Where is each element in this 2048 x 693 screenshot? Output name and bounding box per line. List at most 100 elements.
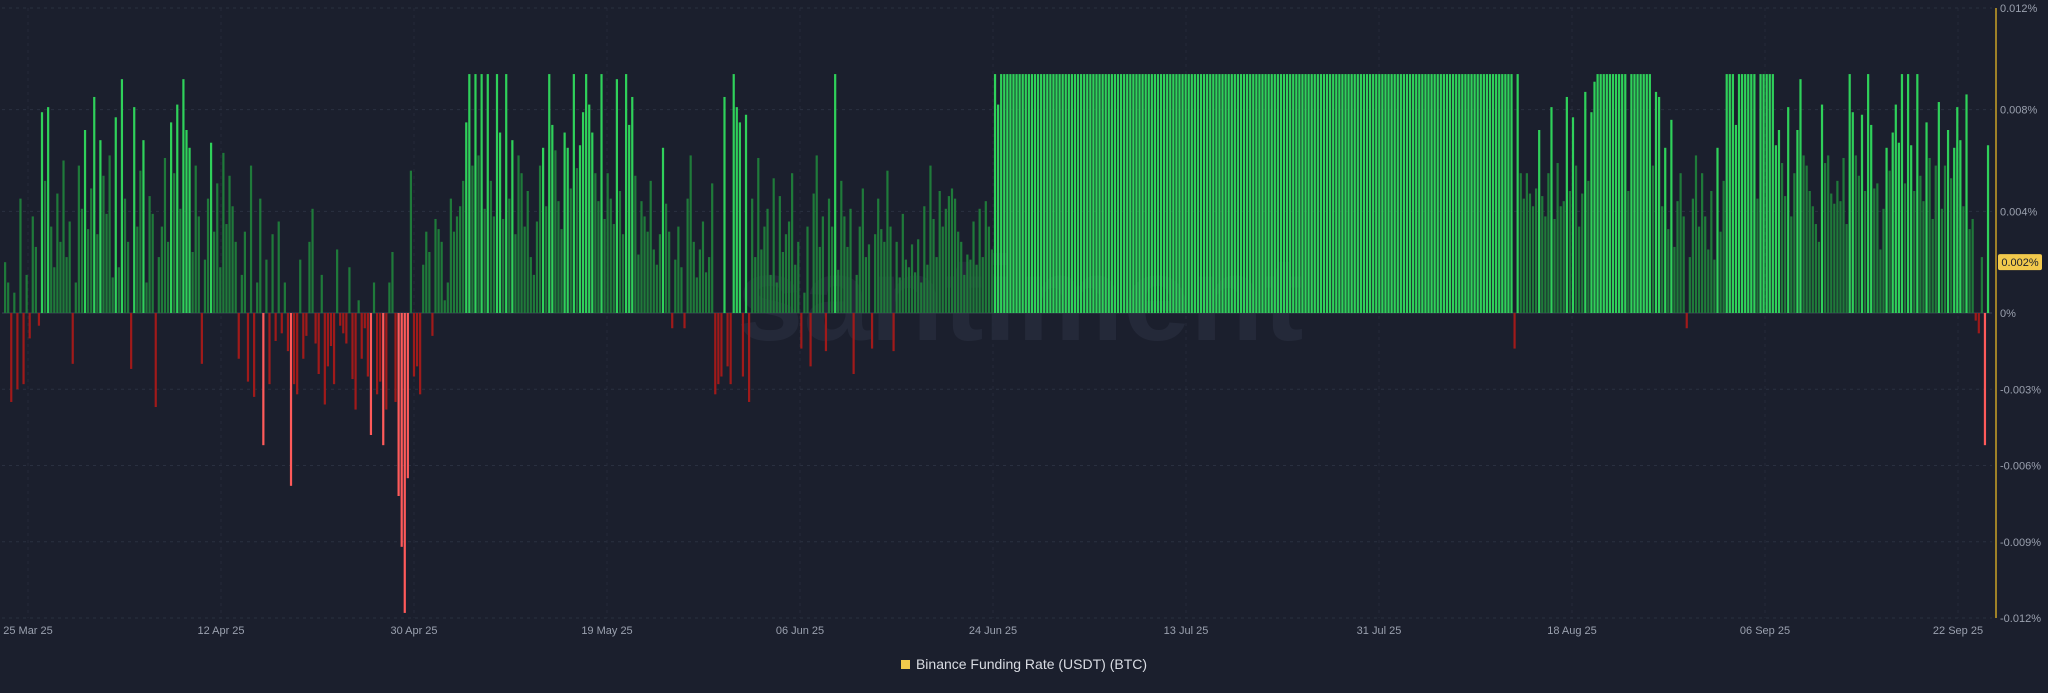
- funding-rate-bar: [1445, 74, 1449, 313]
- funding-rate-bar: [1664, 147, 1667, 313]
- funding-rate-bar: [895, 241, 898, 313]
- funding-rate-bar: [289, 313, 293, 486]
- funding-rate-bar: [1040, 74, 1043, 313]
- funding-rate-bar: [668, 231, 671, 313]
- funding-rate-bar: [892, 313, 895, 352]
- funding-rate-bar: [827, 198, 831, 314]
- funding-rate-bar: [907, 267, 911, 313]
- funding-rate-bar: [1166, 74, 1169, 313]
- funding-rate-bar: [179, 208, 182, 313]
- funding-rate-bar: [1147, 74, 1150, 313]
- funding-rate-bar: [821, 216, 824, 313]
- funding-rate-bar: [997, 104, 1000, 313]
- funding-rate-bar: [1150, 74, 1153, 313]
- funding-rate-bar: [631, 96, 634, 314]
- funding-rate-bar: [803, 292, 806, 313]
- funding-rate-bar: [483, 208, 486, 313]
- funding-rate-bar: [794, 264, 797, 313]
- funding-rate-bar: [1691, 198, 1694, 314]
- funding-rate-bar: [1452, 74, 1455, 313]
- legend[interactable]: Binance Funding Rate (USDT) (BTC): [0, 656, 2048, 672]
- funding-rate-bar: [1753, 74, 1756, 313]
- funding-rate-bar: [1974, 313, 1977, 321]
- funding-rate-bar: [1190, 74, 1193, 313]
- funding-rate-bar: [428, 252, 431, 313]
- funding-rate-bar: [1153, 74, 1156, 313]
- funding-rate-bar: [1464, 74, 1467, 313]
- funding-rate-bar: [1682, 216, 1685, 313]
- funding-rate-bar: [1842, 157, 1845, 313]
- funding-rate-bar: [203, 259, 207, 314]
- funding-rate-bar: [1535, 188, 1538, 313]
- funding-rate-bar: [837, 269, 840, 313]
- funding-rate-bar: [769, 274, 772, 314]
- funding-rate-bar: [1707, 249, 1710, 313]
- funding-rate-bar: [498, 132, 502, 313]
- funding-rate-bar: [1030, 74, 1034, 313]
- funding-rate-bar: [225, 224, 228, 313]
- funding-rate-bar: [1264, 74, 1267, 313]
- funding-rate-bar: [1255, 74, 1258, 313]
- funding-rate-bar: [1083, 74, 1086, 313]
- funding-rate-bar: [1003, 74, 1006, 313]
- funding-rate-bar: [1694, 155, 1698, 313]
- funding-rate-bar: [219, 267, 222, 313]
- funding-rate-bar: [1316, 74, 1319, 313]
- funding-rate-bar: [1931, 218, 1934, 313]
- funding-rate-bar: [234, 241, 237, 313]
- funding-rate-bar: [640, 201, 643, 313]
- funding-rate-bar: [591, 132, 594, 313]
- funding-rate-bar: [65, 257, 68, 313]
- funding-rate-bar: [1233, 74, 1236, 313]
- funding-rate-bar: [867, 244, 871, 314]
- funding-rate-bar: [1202, 74, 1206, 313]
- funding-rate-bar: [1870, 124, 1873, 313]
- funding-rate-bar: [256, 282, 259, 313]
- funding-rate-bar: [1731, 74, 1734, 313]
- funding-rate-bar: [305, 313, 308, 336]
- funding-rate-bar: [594, 173, 597, 313]
- funding-rate-bar: [213, 231, 216, 313]
- funding-rate-bar: [1279, 74, 1283, 313]
- funding-rate-bar: [308, 241, 311, 313]
- funding-rate-bar: [1055, 74, 1058, 313]
- funding-rate-bar: [200, 313, 203, 364]
- funding-rate-bar: [523, 226, 526, 313]
- funding-rate-bar: [1787, 107, 1790, 314]
- funding-rate-bar: [1925, 122, 1928, 314]
- funding-rate-bar: [1408, 74, 1412, 313]
- funding-rate-bar: [1073, 74, 1077, 313]
- funding-rate-bar: [50, 226, 53, 313]
- funding-rate-bar: [1070, 74, 1073, 313]
- funding-rate-bar: [123, 198, 127, 314]
- funding-rate-bar: [136, 226, 139, 313]
- funding-rate-bar: [68, 221, 71, 313]
- funding-rate-bar: [818, 246, 821, 313]
- funding-rate-bar: [791, 173, 794, 313]
- funding-rate-bar: [1027, 74, 1030, 313]
- funding-rate-bar: [99, 140, 102, 313]
- funding-rate-bar: [271, 234, 274, 313]
- funding-rate-bar: [1485, 74, 1489, 313]
- funding-rate-bar: [1630, 74, 1633, 313]
- funding-rate-bar: [1298, 74, 1301, 313]
- funding-rate-bar: [320, 274, 323, 314]
- current-value-badge: 0.002%: [1998, 254, 2042, 271]
- funding-rate-bar: [1181, 74, 1184, 313]
- funding-rate-bar: [262, 313, 265, 446]
- funding-rate-bar: [53, 267, 56, 313]
- funding-rate-bar: [360, 313, 363, 359]
- funding-rate-bar: [1762, 74, 1765, 313]
- funding-rate-bar: [1175, 74, 1178, 313]
- funding-rate-bar: [486, 74, 489, 313]
- funding-rate-bar: [1756, 198, 1759, 314]
- funding-rate-bar: [173, 173, 176, 313]
- funding-rate-bar: [1624, 74, 1627, 313]
- funding-rate-bar: [188, 147, 191, 313]
- funding-rate-bar: [1605, 74, 1608, 313]
- funding-rate-bar: [1633, 74, 1636, 313]
- funding-rate-bar: [1488, 74, 1492, 313]
- y-tick-label: 0.008%: [2000, 105, 2038, 117]
- funding-rate-bar: [1163, 74, 1166, 313]
- funding-rate-bar: [778, 196, 781, 313]
